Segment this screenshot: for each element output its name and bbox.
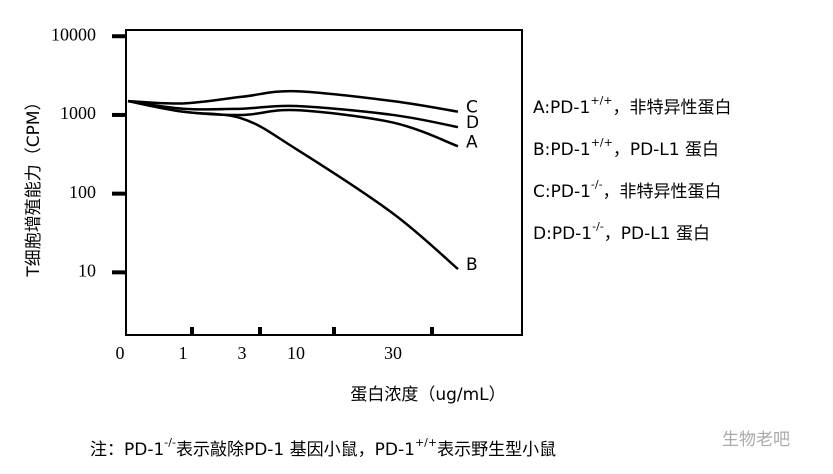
- x-axis-label: 蛋白浓度（ug/mL）: [350, 385, 505, 405]
- note-text: 注：PD-1: [90, 440, 164, 460]
- note-sup: -/-: [164, 436, 176, 449]
- line: [127, 99, 459, 271]
- legend-entry: C:PD-1-/-，非特异性蛋白: [533, 178, 722, 202]
- series-label: D: [466, 113, 479, 133]
- legend-sup: -/-: [592, 220, 604, 233]
- legend-key: B:PD-1: [533, 140, 591, 160]
- series-label: B: [466, 255, 478, 275]
- y-tick-label: 10: [78, 260, 96, 280]
- x-tick-label: 0: [116, 343, 125, 363]
- note: 注：PD-1-/-表示敲除PD-1 基因小鼠，PD-1+/+表示野生型小鼠: [90, 436, 556, 460]
- legend-text: ，非特异性蛋白: [603, 182, 722, 202]
- watermark: 生物老吧: [722, 430, 790, 450]
- series-label: A: [466, 132, 478, 152]
- legend-key: D:PD-1: [533, 224, 592, 244]
- x-tick-label: 1: [179, 343, 188, 363]
- line: [127, 89, 459, 113]
- note-text: 表示野生型小鼠: [437, 440, 556, 460]
- legend-sup: +/+: [591, 136, 613, 149]
- x-tick-label: 30: [384, 343, 402, 363]
- legend-text: ，PD-L1 蛋白: [604, 224, 710, 244]
- legend-entry: D:PD-1-/-，PD-L1 蛋白: [533, 220, 710, 244]
- series-label: C: [466, 98, 478, 118]
- legend-key: A:PD-1: [533, 98, 590, 118]
- legend-entry: A:PD-1+/+，非特异性蛋白: [533, 94, 732, 118]
- y-tick-label: 100: [69, 182, 96, 202]
- legend-key: C:PD-1: [533, 182, 591, 202]
- plot-frame: [125, 29, 523, 336]
- note-sup: +/+: [415, 436, 437, 449]
- legend-sup: +/+: [590, 94, 612, 107]
- y-axis-label: T细胞增殖能力（CPM）: [24, 93, 44, 277]
- note-text: 表示敲除PD-1 基因小鼠，PD-1: [176, 440, 415, 460]
- legend-entry: B:PD-1+/+，PD-L1 蛋白: [533, 136, 719, 160]
- x-tick-label: 10: [287, 343, 305, 363]
- legend-sup: -/-: [591, 178, 603, 191]
- legend-text: ，非特异性蛋白: [613, 98, 732, 118]
- x-tick-label: 3: [238, 343, 247, 363]
- x-tick-marks: [190, 327, 434, 335]
- y-tick-label: 10000: [51, 24, 96, 44]
- legend-text: ，PD-L1 蛋白: [613, 140, 719, 160]
- line: [127, 99, 459, 129]
- y-tick-label: 1000: [60, 103, 96, 123]
